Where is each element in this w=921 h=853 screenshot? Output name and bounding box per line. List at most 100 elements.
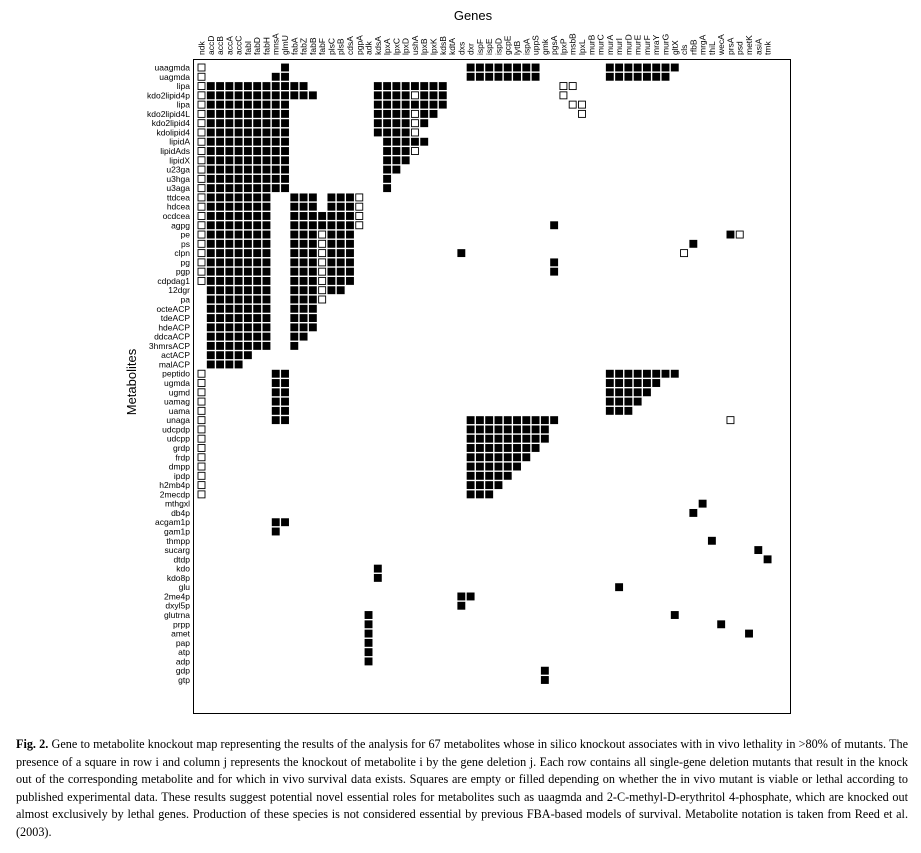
- gene-label: mrgA: [698, 34, 708, 55]
- metabolite-label: atp: [178, 647, 190, 657]
- knockout-cell-lethal: [281, 156, 289, 165]
- knockout-cell-lethal: [383, 119, 392, 128]
- knockout-cell-lethal: [253, 304, 262, 313]
- knockout-cell-lethal: [308, 323, 317, 332]
- knockout-cell-lethal: [494, 481, 503, 490]
- knockout-cell-lethal: [513, 425, 521, 434]
- knockout-cell-lethal: [475, 481, 484, 490]
- gene-label: murB: [586, 34, 596, 55]
- knockout-cell-viable: [355, 202, 364, 211]
- knockout-map-chart: Genes Metabolites ndk accD accB accA accC fab…: [124, 8, 791, 714]
- gene-label: ushA: [410, 35, 420, 55]
- metabolite-label: gtp: [178, 675, 190, 685]
- knockout-cell-lethal: [392, 82, 401, 91]
- knockout-cell-lethal: [253, 221, 262, 230]
- knockout-cell-lethal: [327, 202, 336, 211]
- gene-label: fabD: [252, 37, 262, 55]
- knockout-cell-lethal: [262, 109, 271, 118]
- knockout-cell-lethal: [253, 295, 262, 304]
- gene-label: prsA: [725, 37, 735, 55]
- knockout-cell-lethal: [466, 425, 475, 434]
- knockout-cell-lethal: [605, 406, 614, 415]
- knockout-cell-lethal: [216, 341, 225, 350]
- gene-label: accC: [234, 36, 244, 55]
- knockout-cell-lethal: [540, 666, 549, 675]
- knockout-cell-lethal: [466, 453, 475, 462]
- knockout-cell-viable: [318, 230, 327, 239]
- gene-label: ispD: [493, 38, 503, 55]
- knockout-cell-lethal: [550, 267, 559, 276]
- knockout-cell-lethal: [262, 249, 271, 258]
- knockout-cell-viable: [197, 481, 206, 490]
- knockout-cell-lethal: [522, 444, 531, 452]
- knockout-cell-lethal: [262, 100, 271, 109]
- metabolite-label: glu: [179, 582, 191, 592]
- knockout-cell-lethal: [206, 137, 215, 146]
- knockout-cell-lethal: [225, 341, 234, 350]
- knockout-cell-lethal: [364, 620, 373, 629]
- gene-label: lpxD: [401, 38, 411, 55]
- knockout-cell-lethal: [216, 174, 225, 183]
- knockout-cell-lethal: [503, 72, 512, 81]
- knockout-cell-viable: [559, 91, 568, 100]
- knockout-cell-lethal: [318, 212, 327, 220]
- knockout-cell-lethal: [346, 249, 354, 258]
- knockout-cell-lethal: [206, 100, 215, 109]
- knockout-cell-lethal: [206, 202, 215, 211]
- knockout-cell-lethal: [262, 156, 271, 165]
- knockout-cell-lethal: [364, 657, 373, 666]
- knockout-cell-lethal: [661, 369, 670, 378]
- knockout-cell-lethal: [392, 91, 401, 100]
- knockout-cell-lethal: [364, 638, 373, 647]
- knockout-cell-lethal: [346, 212, 354, 220]
- knockout-cell-lethal: [234, 249, 243, 258]
- metabolite-label: hdcea: [167, 202, 190, 212]
- knockout-cell-lethal: [624, 388, 633, 397]
- knockout-cell-lethal: [763, 555, 772, 564]
- knockout-cell-viable: [197, 425, 206, 434]
- knockout-cell-lethal: [243, 295, 252, 304]
- knockout-cell-lethal: [206, 91, 215, 100]
- knockout-cell-lethal: [253, 184, 262, 193]
- knockout-cell-lethal: [642, 388, 651, 397]
- knockout-cell-viable: [578, 100, 586, 109]
- knockout-cell-lethal: [290, 341, 299, 350]
- knockout-cell-lethal: [253, 128, 262, 137]
- knockout-cell-lethal: [262, 341, 271, 350]
- knockout-cell-lethal: [299, 323, 308, 332]
- knockout-cell-viable: [197, 137, 206, 146]
- knockout-cell-lethal: [698, 499, 707, 508]
- knockout-cell-viable: [410, 147, 419, 155]
- knockout-cell-lethal: [262, 295, 271, 304]
- knockout-cell-lethal: [373, 128, 382, 137]
- knockout-cell-lethal: [308, 221, 317, 230]
- knockout-cell-lethal: [392, 109, 401, 118]
- knockout-cell-viable: [568, 82, 577, 91]
- knockout-cell-lethal: [401, 156, 410, 165]
- knockout-cell-viable: [197, 82, 206, 91]
- knockout-cell-lethal: [531, 444, 540, 452]
- knockout-cell-lethal: [225, 295, 234, 304]
- knockout-cell-viable: [318, 249, 327, 258]
- knockout-cell-lethal: [383, 109, 392, 118]
- knockout-cell-lethal: [494, 416, 503, 425]
- knockout-cell-lethal: [652, 379, 661, 387]
- metabolite-label: agpg: [171, 220, 190, 230]
- knockout-cell-lethal: [531, 72, 540, 81]
- knockout-cell-lethal: [346, 193, 354, 202]
- knockout-cell-lethal: [234, 128, 243, 137]
- gene-label: lpxA: [382, 38, 392, 55]
- knockout-cell-lethal: [299, 230, 308, 239]
- knockout-cell-lethal: [485, 471, 494, 480]
- knockout-cell-lethal: [234, 137, 243, 146]
- knockout-cell-lethal: [383, 184, 392, 193]
- knockout-cell-lethal: [243, 276, 252, 285]
- knockout-cell-lethal: [299, 276, 308, 285]
- gene-label: pgsA: [549, 35, 559, 55]
- metabolite-label: kdo2lipid4L: [147, 109, 190, 119]
- gene-label: msbB: [568, 33, 578, 55]
- knockout-cell-lethal: [670, 611, 679, 619]
- knockout-cell-viable: [410, 119, 419, 128]
- knockout-cell-viable: [197, 184, 206, 193]
- knockout-cell-viable: [197, 174, 206, 183]
